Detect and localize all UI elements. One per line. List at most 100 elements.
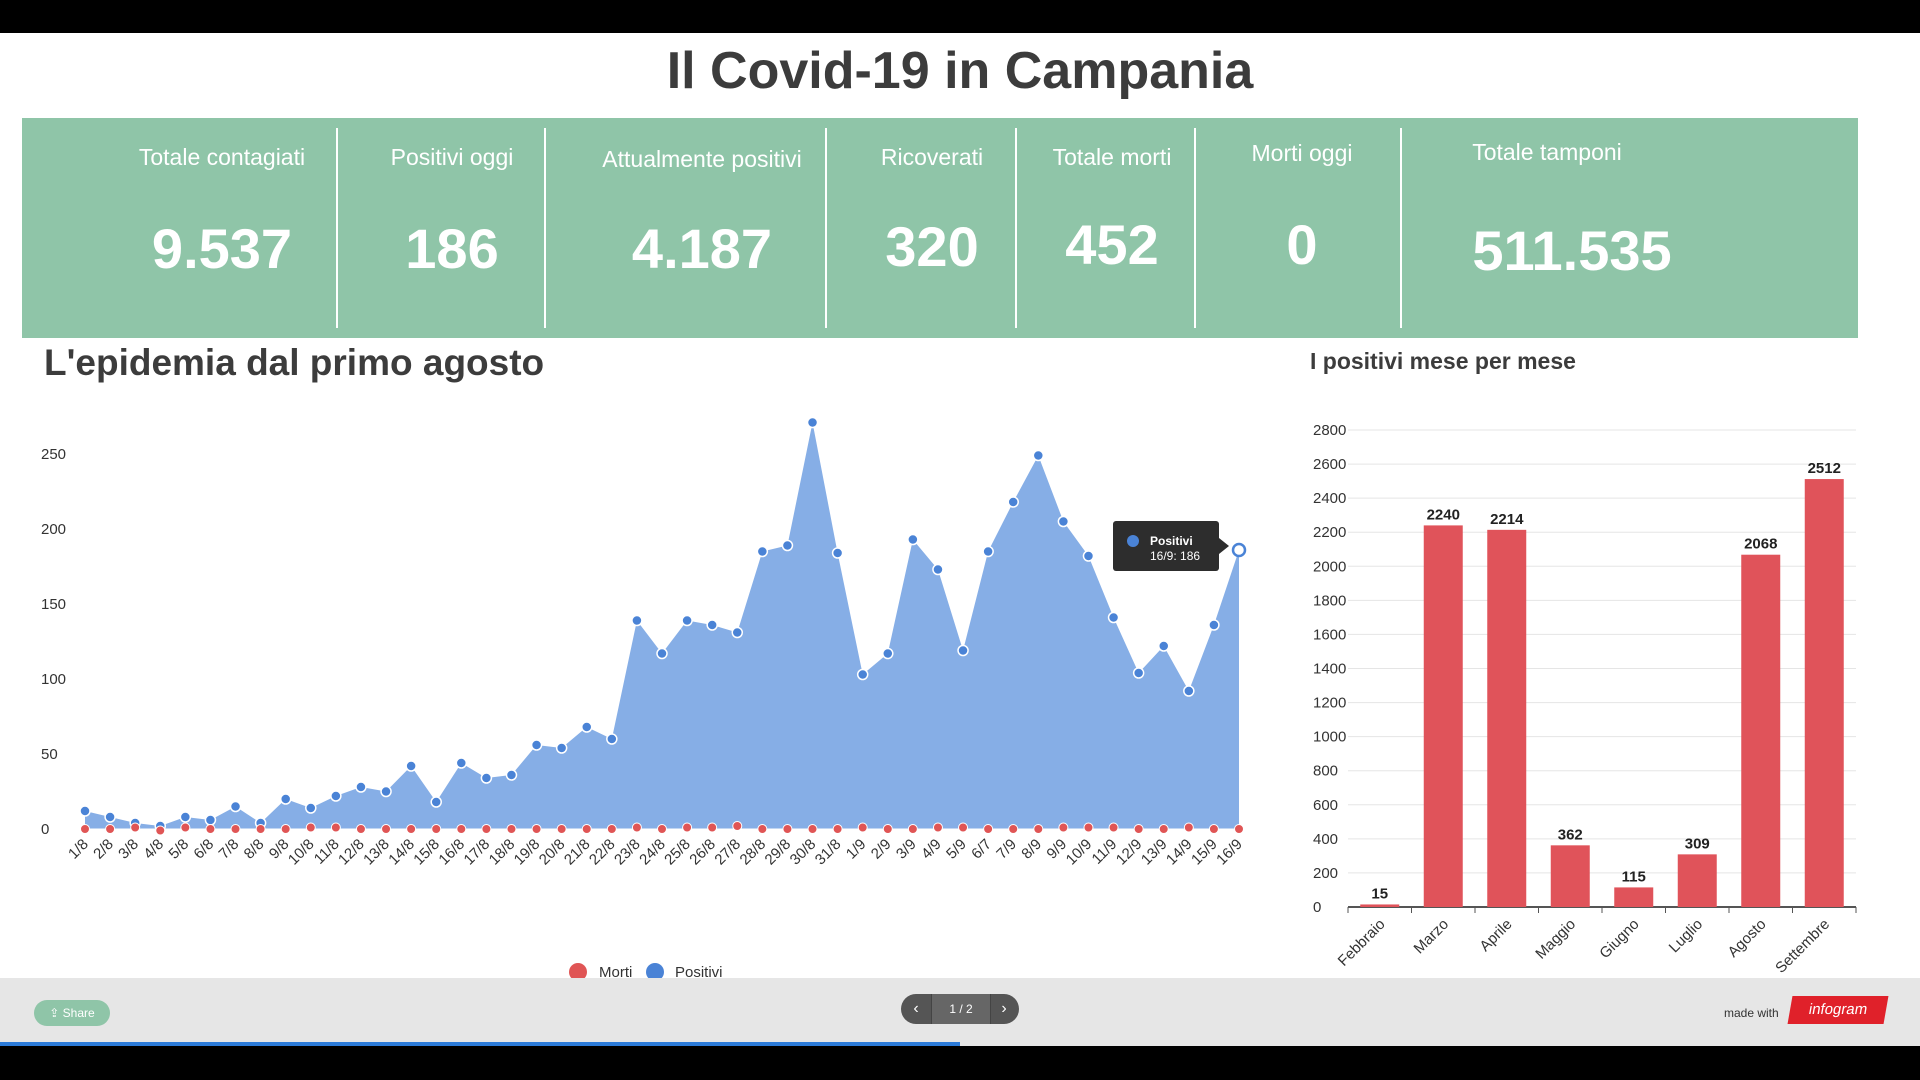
stat-value: 511.535 — [1472, 219, 1672, 282]
line-chart-title: L'epidemia dal primo agosto — [44, 342, 545, 383]
stat-ricoverati: Ricoverati 320 — [832, 118, 1032, 338]
x-tick-label: 30/8 — [787, 836, 820, 869]
x-tick-label: 29/8 — [762, 836, 795, 869]
stat-value: 4.187 — [631, 217, 773, 280]
x-tick-label: 26/8 — [686, 836, 719, 869]
data-point-morti — [983, 824, 994, 834]
x-tick-label: 20/8 — [536, 836, 569, 869]
x-tick-label: 1/9 — [843, 836, 870, 863]
y-tick-label: 100 — [41, 671, 66, 688]
stat-attualmente-positivi: Attualmente positivi 4.187 — [552, 118, 852, 338]
data-point-morti — [180, 822, 191, 833]
x-tick-label: 4/8 — [140, 836, 167, 863]
data-point-morti — [782, 824, 793, 834]
footer-bar: ⇪ Share ‹ 1 / 2 › made with infogram — [0, 978, 1920, 1046]
data-point-positivi — [179, 811, 192, 823]
y-tick-label: 0 — [41, 821, 49, 838]
x-tick-label: 7/8 — [216, 836, 243, 863]
x-tick-label: 6/8 — [190, 836, 217, 863]
stat-totale-contagiati: Totale contagiati 9.537 — [82, 118, 362, 338]
x-tick-label: 10/8 — [285, 836, 318, 869]
x-tick-label: 1/8 — [65, 836, 92, 863]
y-tick-label: 1200 — [1313, 695, 1346, 712]
data-point-morti — [807, 824, 818, 834]
data-point-positivi — [1107, 611, 1120, 624]
x-tick-label: Marzo — [1411, 916, 1452, 957]
infographic: Il Covid-19 in Campania Totale contagiat… — [0, 33, 1920, 1046]
data-point-morti — [1108, 822, 1119, 833]
x-tick-label: Giugno — [1596, 916, 1642, 962]
data-point-morti — [330, 822, 341, 833]
x-tick-label: 24/8 — [636, 836, 669, 869]
data-point-positivi — [455, 757, 468, 769]
data-point-morti — [757, 824, 768, 834]
data-point-morti — [932, 822, 943, 833]
data-point-positivi — [982, 545, 994, 558]
y-tick-label: 250 — [41, 446, 66, 463]
data-point-morti — [907, 824, 918, 834]
data-point-positivi — [957, 644, 969, 657]
x-tick-label: Aprile — [1476, 916, 1515, 955]
x-tick-label: 7/9 — [993, 836, 1020, 863]
progress-bar — [0, 1042, 960, 1046]
data-point-positivi — [932, 563, 944, 576]
x-tick-label: 23/8 — [611, 836, 644, 869]
legend-marker-morti — [569, 963, 587, 981]
x-tick-label: 14/8 — [385, 836, 418, 869]
data-point-morti — [355, 824, 366, 834]
y-tick-label: 1800 — [1313, 592, 1346, 609]
data-point-morti — [1183, 822, 1194, 833]
data-point-morti — [631, 822, 642, 833]
y-tick-label: 1000 — [1313, 729, 1346, 746]
data-point-morti — [958, 822, 969, 833]
data-point-morti — [130, 822, 141, 833]
data-point-morti — [1083, 822, 1094, 833]
data-point-morti — [431, 824, 442, 834]
x-tick-label: 10/9 — [1063, 836, 1096, 869]
stat-totale-tamponi: Totale tamponi 511.535 — [1422, 118, 1672, 338]
data-point-positivi — [330, 790, 342, 802]
data-point-positivi — [1082, 550, 1095, 562]
bar-value-label: 2512 — [1808, 460, 1841, 477]
data-point-morti — [205, 824, 216, 834]
bar — [1804, 479, 1844, 907]
data-point-morti — [305, 822, 316, 833]
x-tick-label: 12/9 — [1113, 836, 1146, 869]
x-tick-label: 19/8 — [511, 836, 544, 869]
chevron-left-icon[interactable]: ‹ — [913, 1000, 919, 1017]
x-tick-label: 2/8 — [90, 836, 117, 863]
x-tick-label: 14/9 — [1163, 836, 1196, 869]
x-tick-label: 27/8 — [711, 836, 744, 869]
chevron-right-icon[interactable]: › — [1001, 1000, 1007, 1017]
y-tick-label: 2600 — [1313, 456, 1346, 473]
x-tick-label: Luglio — [1666, 916, 1706, 956]
data-point-morti — [581, 824, 592, 834]
pagination: ‹ 1 / 2 › — [901, 994, 1019, 1024]
y-tick-label: 2000 — [1313, 558, 1346, 575]
x-tick-label: 5/9 — [943, 836, 970, 863]
tooltip-series: Positivi — [1150, 534, 1193, 548]
divider — [544, 128, 546, 328]
bar-value-label: 362 — [1558, 826, 1583, 843]
y-tick-label: 400 — [1313, 831, 1338, 848]
data-point-positivi — [1183, 685, 1195, 697]
infogram-logo[interactable]: infogram — [1787, 996, 1889, 1024]
data-point-morti — [1158, 824, 1169, 834]
bar-value-label: 115 — [1622, 868, 1646, 885]
tooltip-box — [1113, 521, 1219, 571]
stat-label: Totale morti — [1052, 144, 1172, 170]
legend-label-morti: Morti — [599, 964, 632, 981]
data-point-positivi — [831, 547, 844, 559]
data-point-positivi — [681, 614, 693, 627]
share-button[interactable]: ⇪ Share — [34, 1000, 110, 1026]
stat-label: Positivi oggi — [390, 144, 514, 170]
stat-label: Totale contagiati — [138, 144, 306, 170]
x-tick-label: 8/9 — [1018, 836, 1045, 863]
x-tick-label: 21/8 — [561, 836, 594, 869]
x-tick-label: 3/8 — [115, 836, 142, 863]
data-point-positivi — [706, 619, 718, 631]
data-point-morti — [882, 824, 893, 834]
x-tick-label: 11/9 — [1089, 836, 1121, 868]
data-point-morti — [406, 824, 417, 834]
x-tick-label: 28/8 — [737, 836, 770, 869]
